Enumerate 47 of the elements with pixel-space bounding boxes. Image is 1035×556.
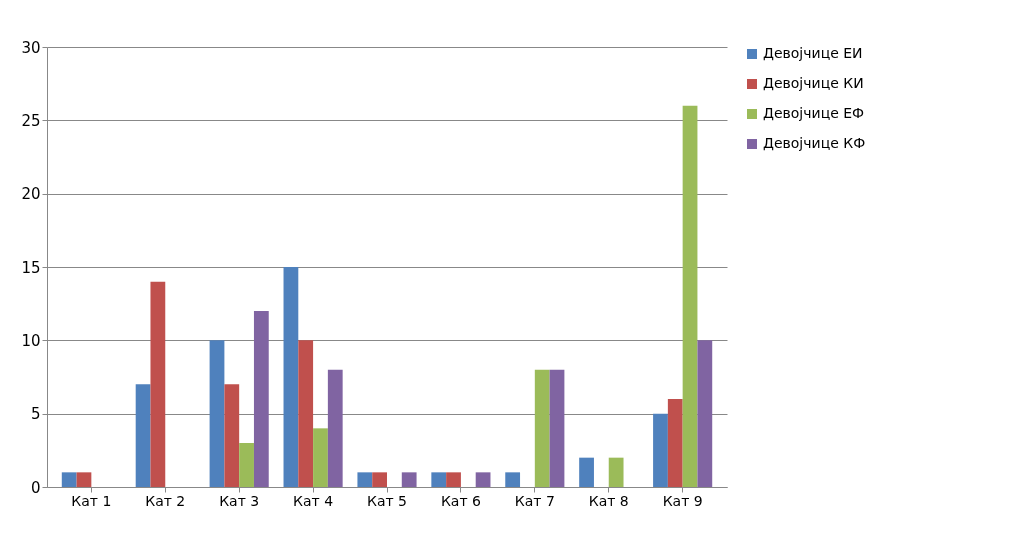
x-tick-label: Кат 4 bbox=[293, 492, 334, 509]
x-tick-label: Кат 6 bbox=[440, 492, 482, 509]
x-tick-label: Кат 3 bbox=[219, 492, 260, 509]
x-tick-label: Кат 1 bbox=[71, 492, 112, 509]
bar bbox=[135, 384, 151, 487]
y-tick-label: 15 bbox=[21, 258, 41, 277]
bar bbox=[667, 399, 683, 487]
bar bbox=[549, 369, 565, 487]
bar bbox=[697, 340, 713, 487]
x-tick-label: Кат 8 bbox=[588, 492, 629, 509]
bar bbox=[579, 457, 594, 487]
bar bbox=[209, 340, 225, 487]
legend-label: Девојчице КИ bbox=[763, 75, 864, 91]
bar bbox=[61, 472, 77, 487]
bar bbox=[431, 472, 447, 487]
x-tick-label: Кат 5 bbox=[366, 492, 408, 509]
bar bbox=[653, 413, 668, 487]
bar bbox=[150, 281, 166, 487]
legend-label: Девојчице ЕИ bbox=[763, 45, 863, 61]
bar bbox=[446, 472, 461, 487]
bar bbox=[283, 267, 299, 487]
bar bbox=[76, 472, 92, 487]
bar bbox=[505, 472, 521, 487]
y-tick-label: 25 bbox=[21, 111, 41, 130]
bar bbox=[401, 472, 417, 487]
bar bbox=[682, 105, 698, 487]
bar bbox=[239, 443, 254, 487]
bar bbox=[534, 369, 550, 487]
legend-label: Девојчице ЕФ bbox=[763, 105, 865, 121]
y-tick-label: 20 bbox=[21, 185, 41, 204]
bar bbox=[313, 428, 328, 487]
bar bbox=[357, 472, 373, 487]
bar bbox=[475, 472, 491, 487]
x-tick-label: Кат 7 bbox=[514, 492, 555, 509]
x-tick-label: Кат 2 bbox=[145, 492, 186, 509]
y-tick-label: 30 bbox=[21, 38, 41, 57]
bar bbox=[372, 472, 387, 487]
bar bbox=[608, 457, 624, 487]
bar bbox=[327, 369, 343, 487]
legend-label: Девојчице КФ bbox=[763, 135, 866, 151]
bar bbox=[253, 311, 269, 487]
x-tick-label: Кат 9 bbox=[662, 492, 703, 509]
y-tick-label: 10 bbox=[21, 331, 41, 350]
bar bbox=[224, 384, 240, 487]
bar bbox=[298, 340, 314, 487]
y-tick-label: 0 bbox=[30, 478, 41, 497]
y-tick-label: 5 bbox=[30, 405, 41, 424]
